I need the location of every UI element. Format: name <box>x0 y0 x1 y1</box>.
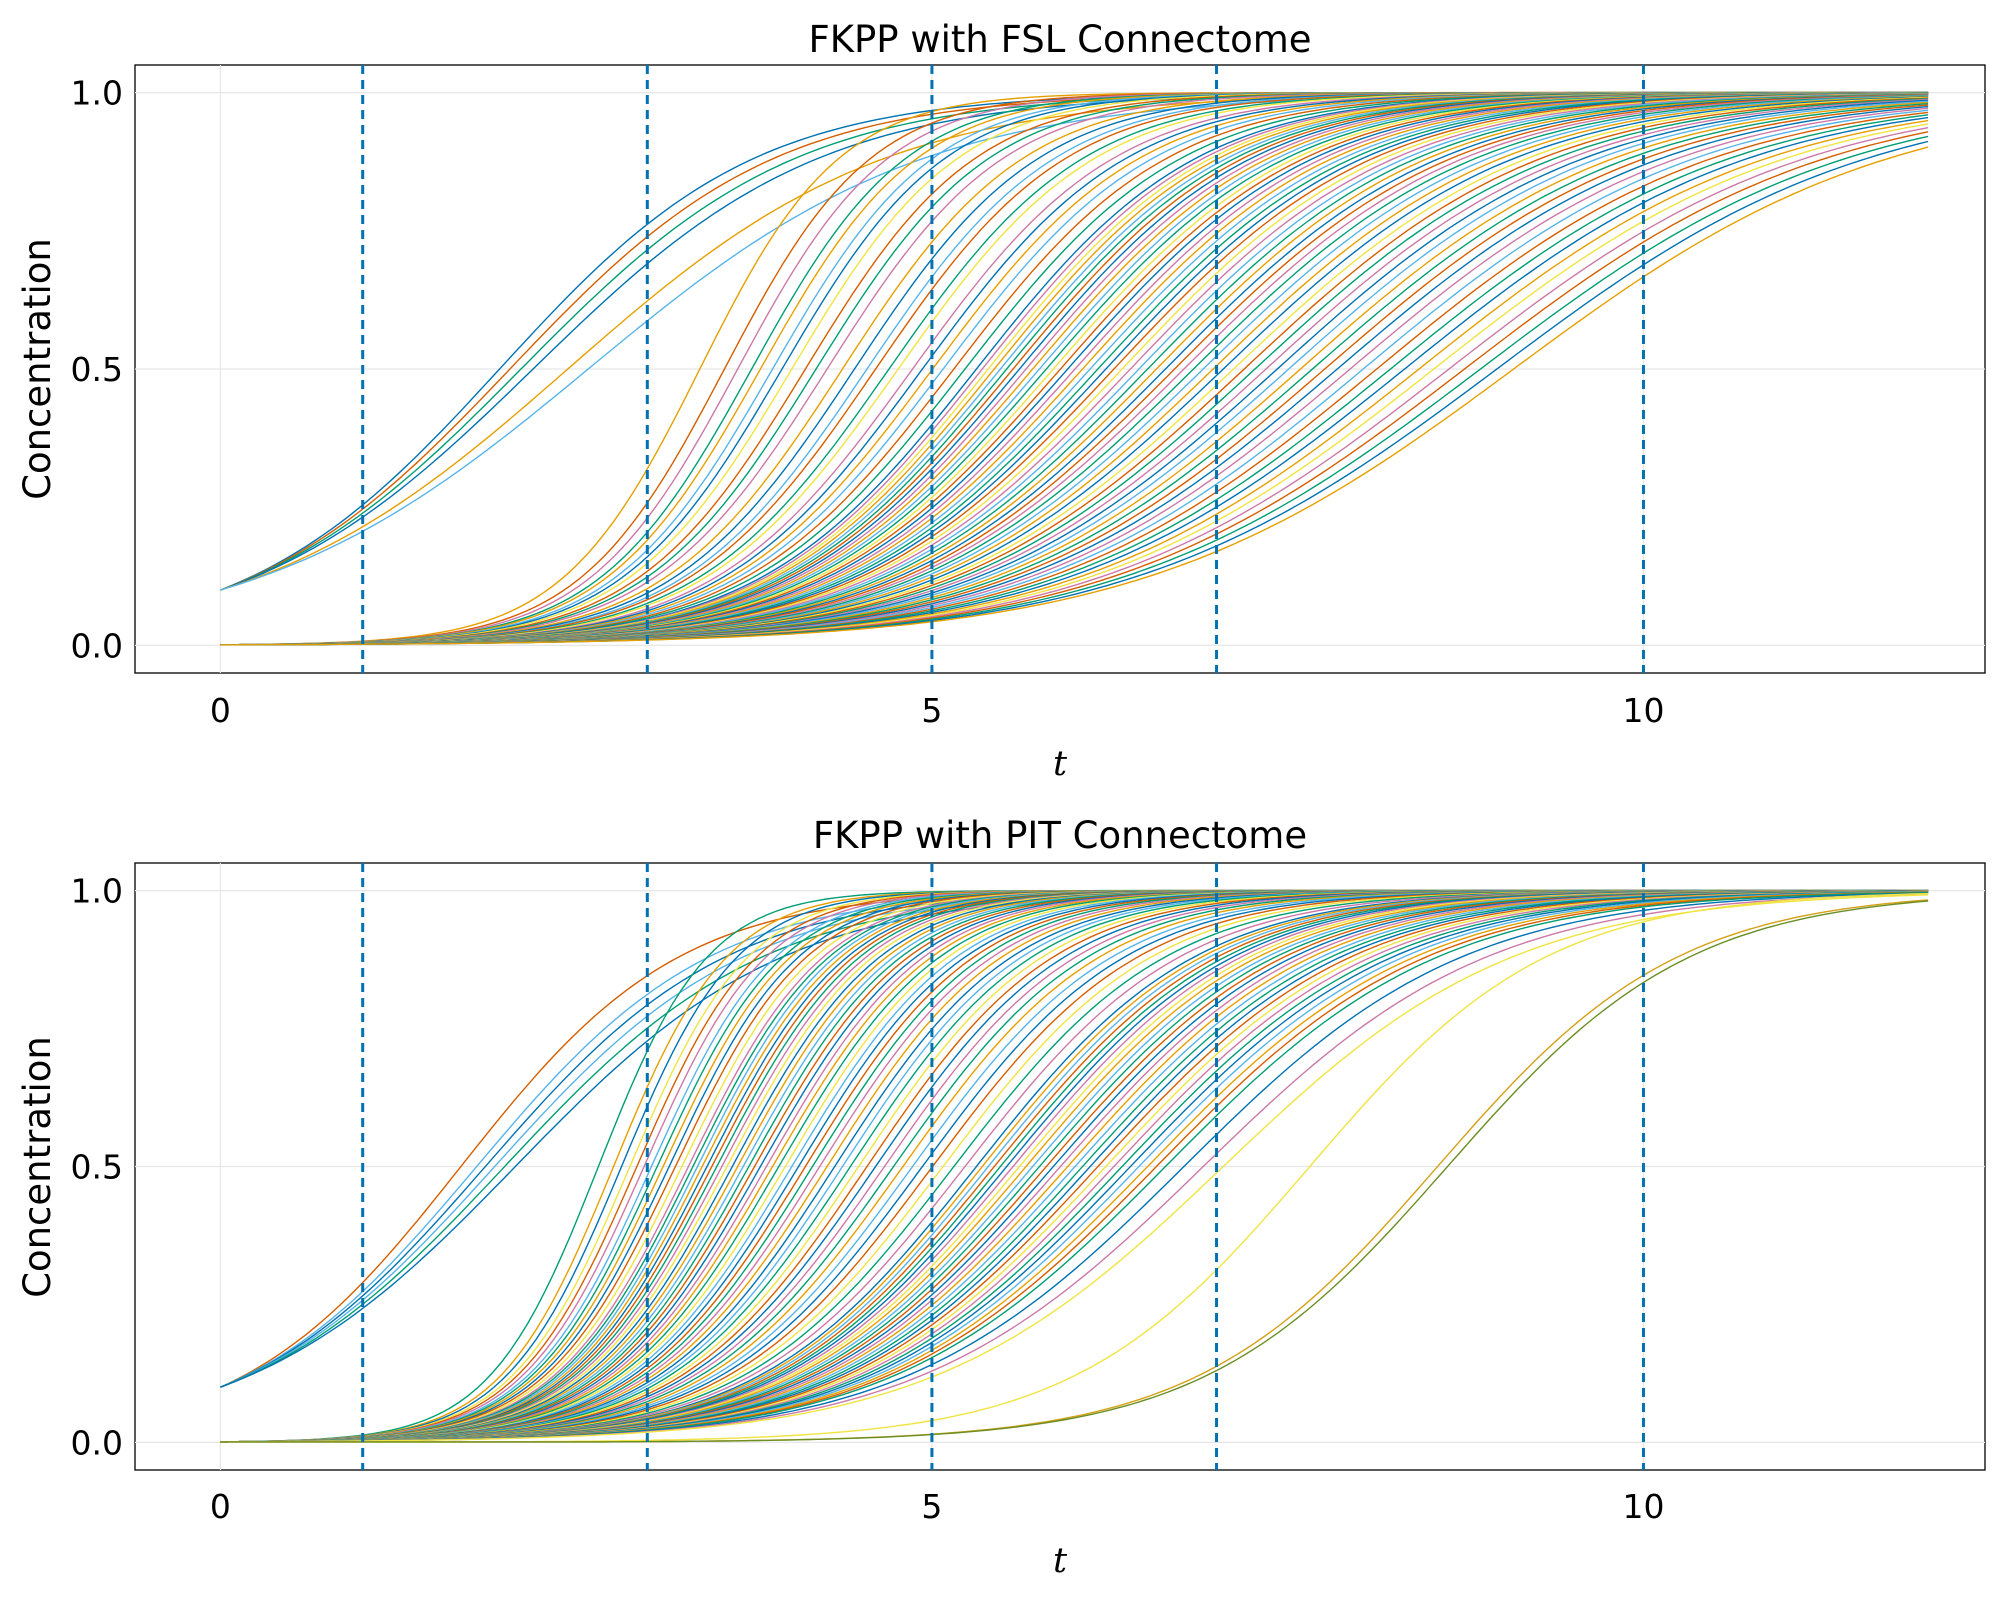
x-tick-labels: 0 5 10 <box>210 1487 1665 1526</box>
reference-lines <box>361 863 1645 1470</box>
y-tick-label: 1.0 <box>71 872 123 911</box>
y-tick-labels: 0.0 0.5 1.0 <box>71 872 123 1463</box>
reference-lines <box>361 65 1645 673</box>
y-tick-label: 0.5 <box>71 1148 123 1187</box>
chart-bottom: FKPP with PIT Connectome 0 5 10 0.00.51.0 … <box>16 814 1986 1581</box>
x-tick-label: 5 <box>921 691 942 730</box>
x-axis-label: t <box>1053 1541 1068 1581</box>
series-lines <box>220 889 1929 1443</box>
x-tick-label: 10 <box>1622 691 1664 730</box>
x-tick-label: 0 <box>210 691 231 730</box>
x-axis-label: t <box>1053 744 1068 784</box>
y-tick-labels: 0.0 0.5 1.0 <box>71 74 123 666</box>
x-tick-label: 5 <box>921 1487 942 1526</box>
y-tick-label: 0.0 <box>71 626 123 665</box>
x-tick-labels: 0 5 10 <box>210 691 1665 730</box>
y-tick-label: 0.0 <box>71 1423 123 1462</box>
y-axis-label: Concentration <box>16 238 59 500</box>
y-tick-label: 1.0 <box>71 74 123 113</box>
x-tick-label: 0 <box>210 1487 231 1526</box>
y-tick-label: 0.5 <box>71 350 123 389</box>
y-axis-label: Concentration <box>16 1036 59 1298</box>
chart-title: FKPP with FSL Connectome <box>808 18 1311 61</box>
series-line-87 <box>220 894 1929 1443</box>
chart-top: FKPP with FSL Connectome 0 5 10 0.00.51.0 … <box>16 18 1986 784</box>
series-line-90 <box>220 900 1929 1443</box>
chart-title: FKPP with PIT Connectome <box>813 814 1307 857</box>
x-tick-label: 10 <box>1622 1487 1664 1526</box>
